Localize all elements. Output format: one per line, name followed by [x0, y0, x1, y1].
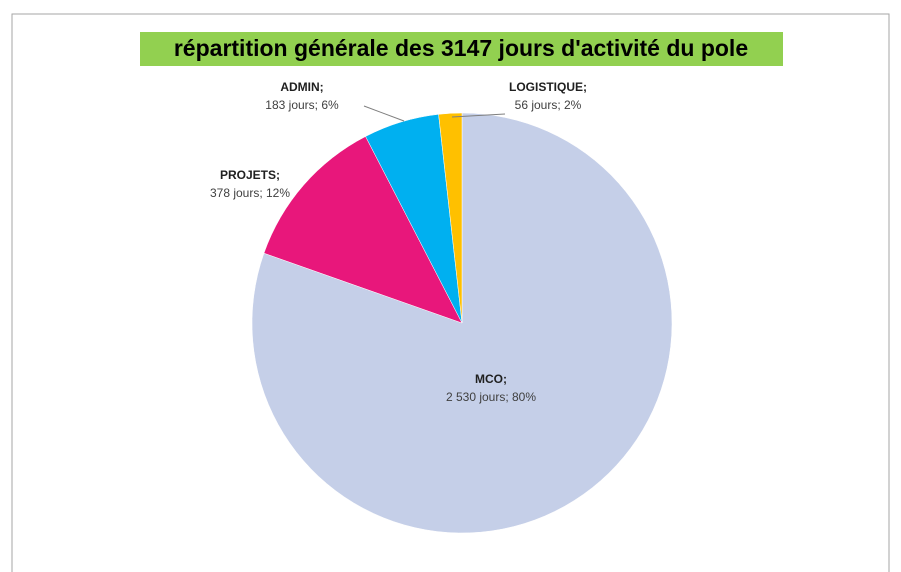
pie-slice — [438, 112, 463, 324]
pie-slice — [263, 136, 463, 324]
data-label-value: 183 jours; 6% — [265, 98, 339, 112]
pie-slice — [251, 112, 673, 534]
chart-title: répartition générale des 3147 jours d'ac… — [174, 35, 748, 61]
data-label-name: MCO; — [475, 372, 507, 386]
data-label-name: LOGISTIQUE; — [509, 80, 587, 94]
data-label-value: 56 jours; 2% — [515, 98, 582, 112]
data-label-name: PROJETS; — [220, 168, 280, 182]
leader-line — [451, 113, 506, 118]
leader-line — [363, 105, 405, 122]
data-label-value: 378 jours; 12% — [210, 186, 290, 200]
title-background — [140, 32, 783, 66]
data-label-value: 2 530 jours; 80% — [446, 390, 536, 404]
data-label-name: ADMIN; — [280, 80, 323, 94]
chart-frame — [11, 13, 890, 572]
